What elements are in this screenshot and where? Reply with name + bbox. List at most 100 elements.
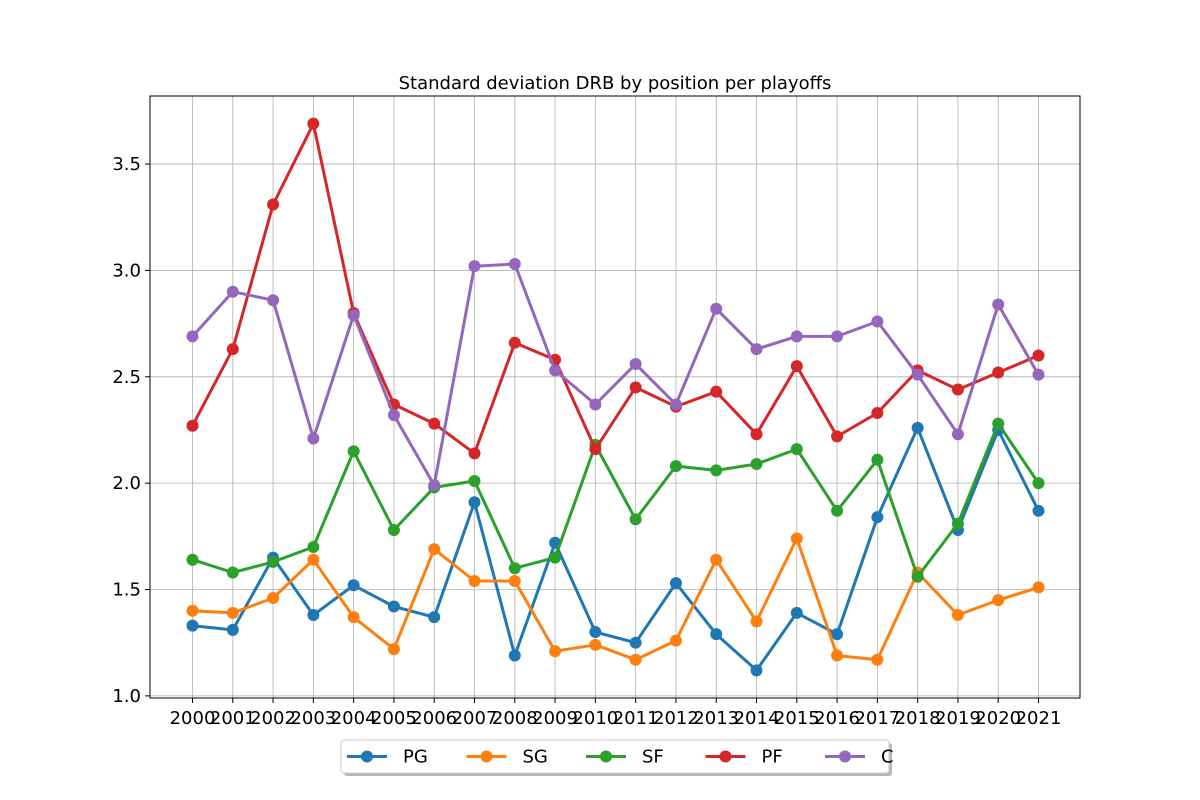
x-tick-label: 2008 — [492, 708, 538, 729]
y-tick-label: 3.5 — [112, 154, 141, 175]
data-point — [790, 606, 803, 619]
data-point — [267, 294, 280, 307]
y-tick-label: 2.5 — [112, 367, 141, 388]
legend-swatch-marker — [719, 750, 732, 763]
data-point — [186, 604, 199, 617]
legend-label: C — [881, 747, 894, 768]
data-point — [267, 555, 280, 568]
data-point — [387, 409, 400, 422]
data-point — [347, 309, 360, 322]
data-point — [951, 517, 964, 530]
data-point — [790, 443, 803, 456]
data-point — [911, 421, 924, 434]
data-point — [387, 643, 400, 656]
data-point — [629, 653, 642, 666]
legend-item-sg: SG — [466, 747, 548, 768]
x-tick-label: 2015 — [774, 708, 820, 729]
data-point — [629, 513, 642, 526]
data-point — [669, 634, 682, 647]
y-axis: 1.0 1.5 2.0 2.5 3.0 3.5 — [112, 154, 150, 707]
data-point — [468, 496, 481, 509]
data-point — [468, 475, 481, 488]
data-point — [387, 600, 400, 613]
data-point — [468, 260, 481, 273]
x-tick-label: 2009 — [532, 708, 578, 729]
data-point — [347, 579, 360, 592]
legend-item-sf: SF — [586, 747, 664, 768]
series-line — [191, 122, 1040, 455]
data-point — [226, 566, 239, 579]
x-tick-label: 2006 — [411, 708, 457, 729]
legend-swatch-marker — [600, 750, 612, 763]
x-tick-label: 2017 — [854, 708, 900, 729]
data-point — [710, 464, 723, 477]
x-tick-label: 2013 — [693, 708, 739, 729]
data-point — [347, 445, 360, 458]
data-point — [992, 594, 1005, 607]
legend-item-c: C — [825, 747, 894, 768]
legend-item-pg: PG — [347, 747, 428, 768]
x-tick-label: 2010 — [572, 708, 618, 729]
data-point — [549, 645, 562, 658]
x-tick-label: 2018 — [895, 708, 941, 729]
data-point — [871, 406, 884, 419]
legend: PG SG SF PF C — [340, 739, 894, 776]
series-sg — [186, 532, 1045, 666]
x-tick-label: 2007 — [452, 708, 498, 729]
data-point — [307, 609, 320, 622]
data-point — [186, 419, 199, 432]
data-point — [831, 430, 844, 443]
chart-title: Standard deviation DRB by position per p… — [399, 73, 832, 94]
data-point — [347, 611, 360, 624]
data-point — [710, 385, 723, 398]
data-point — [307, 432, 320, 445]
data-point — [508, 575, 521, 588]
data-point — [710, 553, 723, 566]
y-tick-label: 3.0 — [112, 260, 141, 281]
data-point — [669, 577, 682, 590]
x-axis: 2000200120022003200420052006200720082009… — [170, 698, 1062, 729]
data-point — [669, 398, 682, 411]
data-point — [226, 343, 239, 356]
data-point — [750, 428, 763, 441]
data-point — [428, 611, 441, 624]
data-point — [911, 570, 924, 583]
x-tick-label: 2021 — [1016, 708, 1062, 729]
data-point — [629, 636, 642, 649]
legend-swatch-marker — [480, 750, 493, 763]
legend-label: SF — [642, 747, 664, 768]
data-point — [589, 398, 602, 411]
grid-lines — [150, 96, 1080, 698]
data-point — [750, 615, 763, 628]
legend-swatch-marker — [839, 750, 851, 763]
x-tick-label: 2004 — [331, 708, 377, 729]
data-point — [992, 417, 1005, 430]
x-tick-label: 2014 — [734, 708, 780, 729]
x-tick-label: 2003 — [290, 708, 336, 729]
series-line — [192, 422, 1040, 579]
legend-label: PF — [762, 747, 783, 768]
data-point — [750, 458, 763, 471]
data-point — [951, 383, 964, 396]
data-point — [831, 628, 844, 641]
x-tick-label: 2000 — [170, 708, 216, 729]
data-point — [1032, 504, 1045, 517]
data-point — [750, 343, 763, 356]
series-pg — [186, 421, 1045, 677]
x-tick-label: 2011 — [613, 708, 659, 729]
data-point — [186, 553, 199, 566]
data-point — [508, 336, 521, 349]
data-point — [1032, 477, 1045, 490]
data-point — [468, 447, 481, 460]
data-point — [307, 117, 320, 130]
data-point — [589, 638, 602, 651]
data-point — [267, 592, 280, 605]
x-tick-label: 2001 — [210, 708, 256, 729]
y-tick-label: 1.0 — [112, 686, 141, 707]
data-point — [1032, 349, 1045, 362]
x-tick-label: 2002 — [250, 708, 296, 729]
data-point — [871, 315, 884, 328]
data-point — [428, 417, 441, 430]
x-tick-label: 2005 — [371, 708, 417, 729]
series-lines — [186, 117, 1045, 677]
